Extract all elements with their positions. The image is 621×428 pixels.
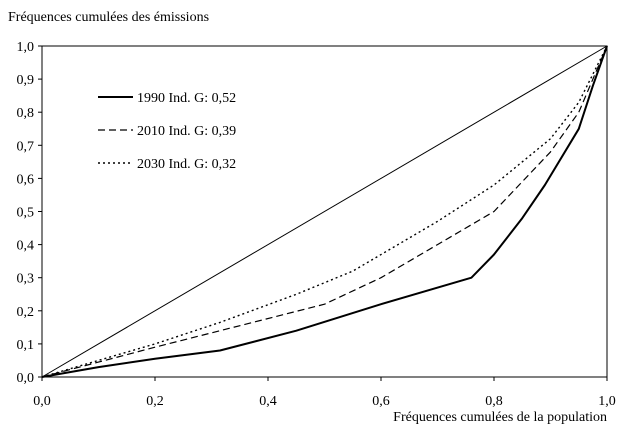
y-tick-label: 0,1 [17, 338, 35, 353]
x-tick-label: 0,8 [485, 394, 503, 409]
y-tick-label: 0,6 [17, 172, 35, 187]
x-tick-label: 0,6 [372, 394, 390, 409]
y-tick-label: 0,8 [17, 106, 35, 121]
x-tick-label: 0,2 [146, 394, 164, 409]
y-axis-title: Fréquences cumulées des émissions [8, 10, 210, 25]
y-tick-label: 1,0 [17, 40, 35, 55]
x-tick-label: 1,0 [598, 394, 616, 409]
y-tick-label: 0,7 [17, 139, 35, 154]
y-tick-label: 0,2 [17, 305, 35, 320]
y-tick-label: 0,9 [17, 73, 35, 88]
legend-label-3: 2030 Ind. G: 0,32 [137, 157, 236, 172]
legend-label-1: 1990 Ind. G: 0,52 [137, 91, 236, 106]
x-axis-title: Fréquences cumulées de la population [393, 410, 607, 425]
series-line-1 [41, 45, 608, 378]
equality-line [41, 45, 608, 378]
x-tick-label: 0,4 [259, 394, 277, 409]
y-tick-label: 0,0 [17, 371, 35, 386]
series-line-2 [41, 45, 608, 378]
y-tick-label: 0,5 [17, 206, 35, 221]
y-tick-label: 0,4 [17, 239, 35, 254]
y-tick-label: 0,3 [17, 272, 35, 287]
legend-label-2: 2010 Ind. G: 0,39 [137, 124, 236, 139]
x-tick-label: 0,0 [33, 394, 51, 409]
